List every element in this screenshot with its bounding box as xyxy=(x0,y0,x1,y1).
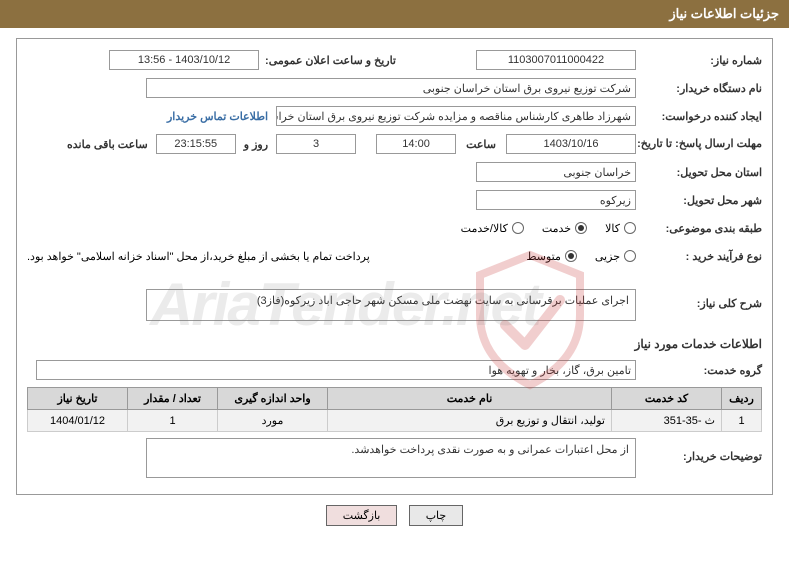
buyer-org-field: شرکت توزیع نیروی برق استان خراسان جنوبی xyxy=(146,78,636,98)
radio-goods-service[interactable] xyxy=(512,222,524,234)
need-desc-field: اجرای عملیات برقرسانی به سایت نهضت ملی م… xyxy=(146,289,636,321)
need-desc-label: شرح کلی نیاز: xyxy=(642,289,762,310)
th-qty: تعداد / مقدار xyxy=(128,388,218,410)
remaining-time-field: 23:15:55 xyxy=(156,134,236,154)
th-name: نام خدمت xyxy=(328,388,612,410)
radio-medium-label: متوسط xyxy=(526,250,561,263)
deadline-date-field: 1403/10/16 xyxy=(506,134,636,154)
radio-partial[interactable] xyxy=(624,250,636,262)
service-group-label: گروه خدمت: xyxy=(642,364,762,377)
th-row: ردیف xyxy=(722,388,762,410)
cell-unit: مورد xyxy=(218,410,328,432)
radio-service[interactable] xyxy=(575,222,587,234)
buyer-notes-label: توضیحات خریدار: xyxy=(642,438,762,463)
payment-note: پرداخت تمام یا بخشی از مبلغ خرید،از محل … xyxy=(27,250,370,263)
buyer-org-label: نام دستگاه خریدار: xyxy=(642,82,762,95)
th-code: کد خدمت xyxy=(612,388,722,410)
need-number-label: شماره نیاز: xyxy=(642,54,762,67)
services-table: ردیف کد خدمت نام خدمت واحد اندازه گیری ت… xyxy=(27,387,762,432)
service-info-label: اطلاعات خدمات مورد نیاز xyxy=(33,337,762,351)
cell-name: تولید، انتقال و توزیع برق xyxy=(328,410,612,432)
form-container: شماره نیاز: 1103007011000422 تاریخ و ساع… xyxy=(16,38,773,495)
announce-label: تاریخ و ساعت اعلان عمومی: xyxy=(265,54,396,67)
cell-qty: 1 xyxy=(128,410,218,432)
days-field: 3 xyxy=(276,134,356,154)
buyer-notes-field: از محل اعتبارات عمرانی و به صورت نقدی پر… xyxy=(146,438,636,478)
radio-goods-service-label: کالا/خدمت xyxy=(461,222,508,235)
page-header: جزئیات اطلاعات نیاز xyxy=(0,0,789,28)
header-title: جزئیات اطلاعات نیاز xyxy=(669,6,779,21)
delivery-city-label: شهر محل تحویل: xyxy=(642,194,762,207)
radio-medium[interactable] xyxy=(565,250,577,262)
created-by-label: ایجاد کننده درخواست: xyxy=(642,110,762,123)
radio-goods-label: کالا xyxy=(605,222,620,235)
delivery-city-field: زیرکوه xyxy=(476,190,636,210)
cell-row: 1 xyxy=(722,410,762,432)
th-unit: واحد اندازه گیری xyxy=(218,388,328,410)
print-button[interactable]: چاپ xyxy=(409,505,464,526)
button-row: چاپ بازگشت xyxy=(0,505,789,526)
cell-code: ث -35-351 xyxy=(612,410,722,432)
buyer-contact-link[interactable]: اطلاعات تماس خریدار xyxy=(167,110,268,123)
days-and-label: روز و xyxy=(244,138,268,151)
remaining-label: ساعت باقی مانده xyxy=(67,138,148,151)
table-row: 1 ث -35-351 تولید، انتقال و توزیع برق مو… xyxy=(28,410,762,432)
process-type-label: نوع فرآیند خرید : xyxy=(642,250,762,263)
hour-label: ساعت xyxy=(466,138,496,151)
created-by-field: شهرزاد طاهری کارشناس مناقصه و مزایده شرک… xyxy=(276,106,636,126)
delivery-province-label: استان محل تحویل: xyxy=(642,166,762,179)
category-label: طبقه بندی موضوعی: xyxy=(642,222,762,235)
service-group-field: تامین برق، گاز، بخار و تهویه هوا xyxy=(36,360,636,380)
back-button[interactable]: بازگشت xyxy=(326,505,398,526)
radio-service-label: خدمت xyxy=(542,222,571,235)
need-number-field: 1103007011000422 xyxy=(476,50,636,70)
deadline-hour-field: 14:00 xyxy=(376,134,456,154)
announce-field: 1403/10/12 - 13:56 xyxy=(109,50,259,70)
th-date: تاریخ نیاز xyxy=(28,388,128,410)
cell-date: 1404/01/12 xyxy=(28,410,128,432)
delivery-province-field: خراسان جنوبی xyxy=(476,162,636,182)
radio-goods[interactable] xyxy=(624,222,636,234)
radio-partial-label: جزیی xyxy=(595,250,620,263)
deadline-label: مهلت ارسال پاسخ: تا تاریخ: xyxy=(642,138,762,150)
